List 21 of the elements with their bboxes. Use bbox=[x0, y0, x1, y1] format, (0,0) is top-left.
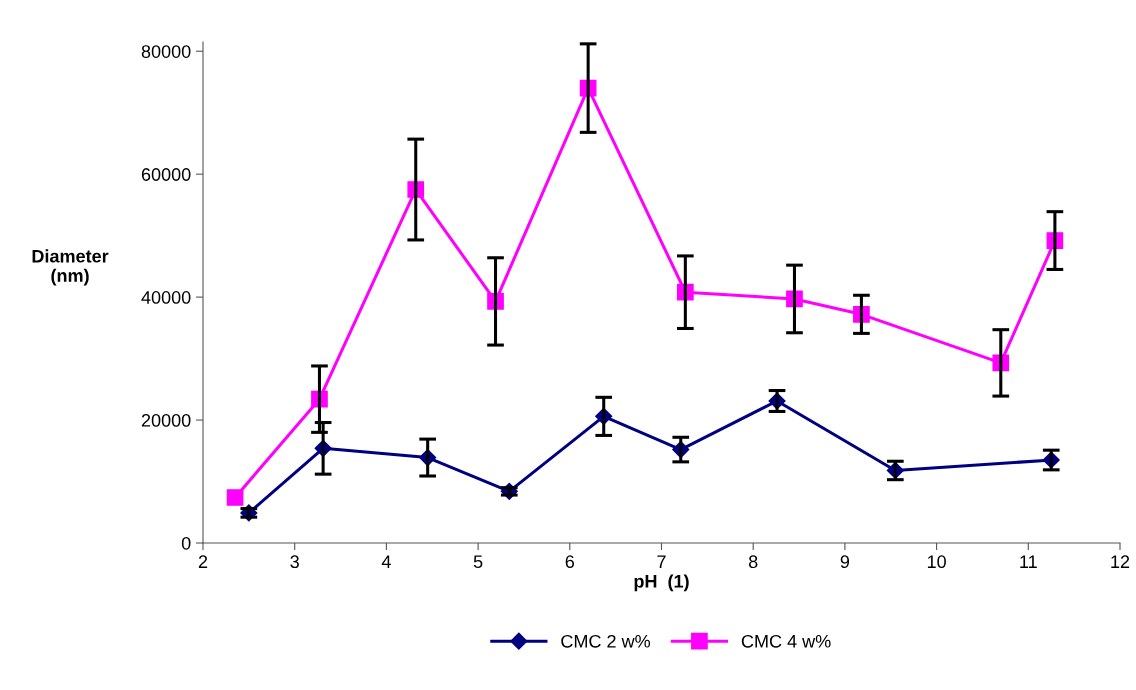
y-axis-title: Diameter (nm) bbox=[32, 249, 109, 286]
x-axis-title: pH (1) bbox=[634, 574, 689, 592]
x-tick-label: 9 bbox=[840, 555, 850, 569]
x-tick-label: 12 bbox=[1111, 555, 1130, 568]
x-tick-label: 2 bbox=[198, 555, 208, 568]
x-tick-label: 11 bbox=[1020, 555, 1037, 568]
y-tick-label: 40000 bbox=[141, 291, 191, 304]
y-tick-label: 60000 bbox=[141, 168, 191, 181]
y-tick-label: 0 bbox=[181, 536, 191, 550]
point bbox=[226, 489, 244, 506]
x-tick-label: 3 bbox=[290, 555, 299, 569]
x-tick-label: 7 bbox=[657, 555, 666, 568]
y-tick-label: 80000 bbox=[141, 45, 191, 58]
x-tick-label: 4 bbox=[381, 555, 391, 568]
x-tick-label: 5 bbox=[473, 555, 483, 569]
x-tick-label: 8 bbox=[748, 555, 758, 569]
x-tick-label: 10 bbox=[927, 555, 946, 569]
legend-label: CMC 4 w% bbox=[741, 634, 831, 648]
x-tick-label: 6 bbox=[565, 555, 575, 569]
legend-label: CMC 2 w% bbox=[561, 634, 651, 648]
y-tick-label: 20000 bbox=[141, 413, 191, 427]
